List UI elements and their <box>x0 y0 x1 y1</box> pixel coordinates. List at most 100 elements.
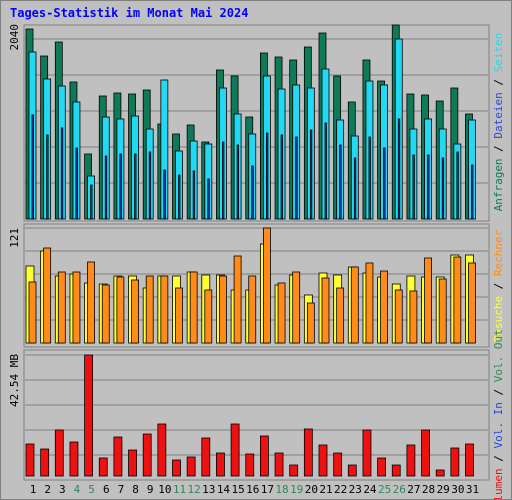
rechner-bar <box>336 287 345 344</box>
x-axis-day-label: 7 <box>118 483 125 496</box>
x-axis-day-label: 3 <box>59 483 66 496</box>
rechner-bar <box>87 261 95 344</box>
legend-entry: Vol. Out <box>492 329 505 382</box>
rechner-bar <box>131 279 139 344</box>
x-axis-day-label: 12 <box>188 483 201 496</box>
legend-entry: Besuche <box>492 296 505 342</box>
volumen-bar <box>259 435 269 477</box>
x-axis-day-label: 29 <box>437 483 450 496</box>
x-axis-day-label: 8 <box>132 483 139 496</box>
volumen-bar <box>84 354 93 477</box>
dateien-bar <box>397 118 401 220</box>
legend-entry: Vol. In <box>492 402 505 448</box>
legend-entry: Anfragen <box>492 158 505 211</box>
rechner-bar <box>365 262 374 344</box>
legend-entry: Dateien <box>492 92 505 138</box>
volumen-bar <box>157 423 167 477</box>
volumen-bar <box>303 428 313 477</box>
volume-panel-bg <box>23 349 490 481</box>
rechner-bar <box>72 271 81 344</box>
rechner-bar <box>438 278 447 344</box>
rechner-bar <box>189 271 198 344</box>
x-axis-day-label: 16 <box>246 483 259 496</box>
volumen-bar <box>186 456 196 477</box>
rechner-bar <box>306 302 315 344</box>
dateien-bar <box>192 170 196 220</box>
dateien-bar <box>309 129 313 220</box>
dateien-bar <box>236 144 240 220</box>
dateien-bar <box>31 114 34 220</box>
x-axis-day-label: 1 <box>30 483 37 496</box>
volumen-bar <box>69 441 79 477</box>
dateien-bar <box>368 136 371 220</box>
legend-entry: Rechner <box>492 229 505 276</box>
volumen-bar <box>421 429 430 477</box>
volumen-bar <box>98 457 108 477</box>
x-axis-day-label: 19 <box>290 483 303 496</box>
volumen-bar <box>377 457 387 477</box>
dateien-bar <box>295 136 298 220</box>
y-axis-max-label: 2040 <box>8 24 21 51</box>
volumen-bar <box>142 433 152 477</box>
dateien-bar <box>178 174 181 220</box>
rechner-bar <box>380 270 389 344</box>
volumen-bar <box>274 452 284 477</box>
dateien-bar <box>324 122 327 220</box>
volumen-bar <box>318 444 328 477</box>
dateien-bar <box>60 127 64 220</box>
volumen-bar <box>40 448 50 477</box>
x-axis-day-label: 21 <box>319 483 332 496</box>
x-axis-day-label: 6 <box>103 483 110 496</box>
rechner-bar <box>43 247 52 344</box>
dateien-bar <box>207 178 210 220</box>
volumen-bar <box>333 452 343 477</box>
rechner-bar <box>248 275 257 344</box>
x-axis-day-label: 13 <box>202 483 215 496</box>
rechner-bar <box>277 282 286 344</box>
x-axis-day-label: 31 <box>466 483 479 496</box>
dateien-bar <box>134 153 137 220</box>
dateien-bar <box>456 151 459 220</box>
x-axis-day-label: 5 <box>88 483 95 496</box>
x-axis-day-label: 18 <box>275 483 288 496</box>
rechner-bar <box>101 284 110 344</box>
legend-entry: Volumen <box>492 468 505 500</box>
legend: Besuche / Rechner <box>492 229 505 342</box>
rechner-bar <box>292 271 301 344</box>
rechner-bar <box>116 276 125 344</box>
dateien-bar <box>383 147 386 220</box>
x-axis-day-label: 9 <box>147 483 154 496</box>
x-axis-day-label: 28 <box>422 483 435 496</box>
dateien-bar <box>222 141 225 220</box>
dateien-bar <box>441 157 445 220</box>
dateien-bar <box>90 184 93 220</box>
x-axis-day-label: 27 <box>407 483 420 496</box>
legend: Anfragen / Dateien / Seiten <box>492 33 505 212</box>
rechner-bar <box>175 287 183 344</box>
volumen-bar <box>216 452 225 477</box>
rechner-bar <box>233 255 242 344</box>
y-axis-max-label: 121 <box>8 228 21 248</box>
rechner-bar <box>262 227 271 344</box>
volumen-bar <box>450 447 460 477</box>
legend: Volumen / Vol. In / Vol. Out <box>492 329 505 500</box>
x-axis-day-label: 4 <box>74 483 81 496</box>
rechner-bar <box>424 257 432 344</box>
dateien-bar <box>119 153 122 220</box>
dateien-bar <box>46 134 49 220</box>
rechner-bar <box>28 281 37 344</box>
dateien-bar <box>427 154 430 220</box>
dateien-bar <box>148 151 152 220</box>
volumen-bar <box>406 444 416 477</box>
rechner-bar <box>321 277 330 344</box>
x-axis-day-label: 14 <box>217 483 231 496</box>
volumen-bar <box>172 459 181 477</box>
rechner-bar <box>350 266 359 344</box>
x-axis-day-label: 10 <box>158 483 171 496</box>
x-axis-day-label: 20 <box>305 483 318 496</box>
volumen-bar <box>465 443 474 477</box>
dateien-bar <box>104 155 108 220</box>
x-axis-day-label: 26 <box>393 483 406 496</box>
rechner-bar <box>57 271 66 344</box>
